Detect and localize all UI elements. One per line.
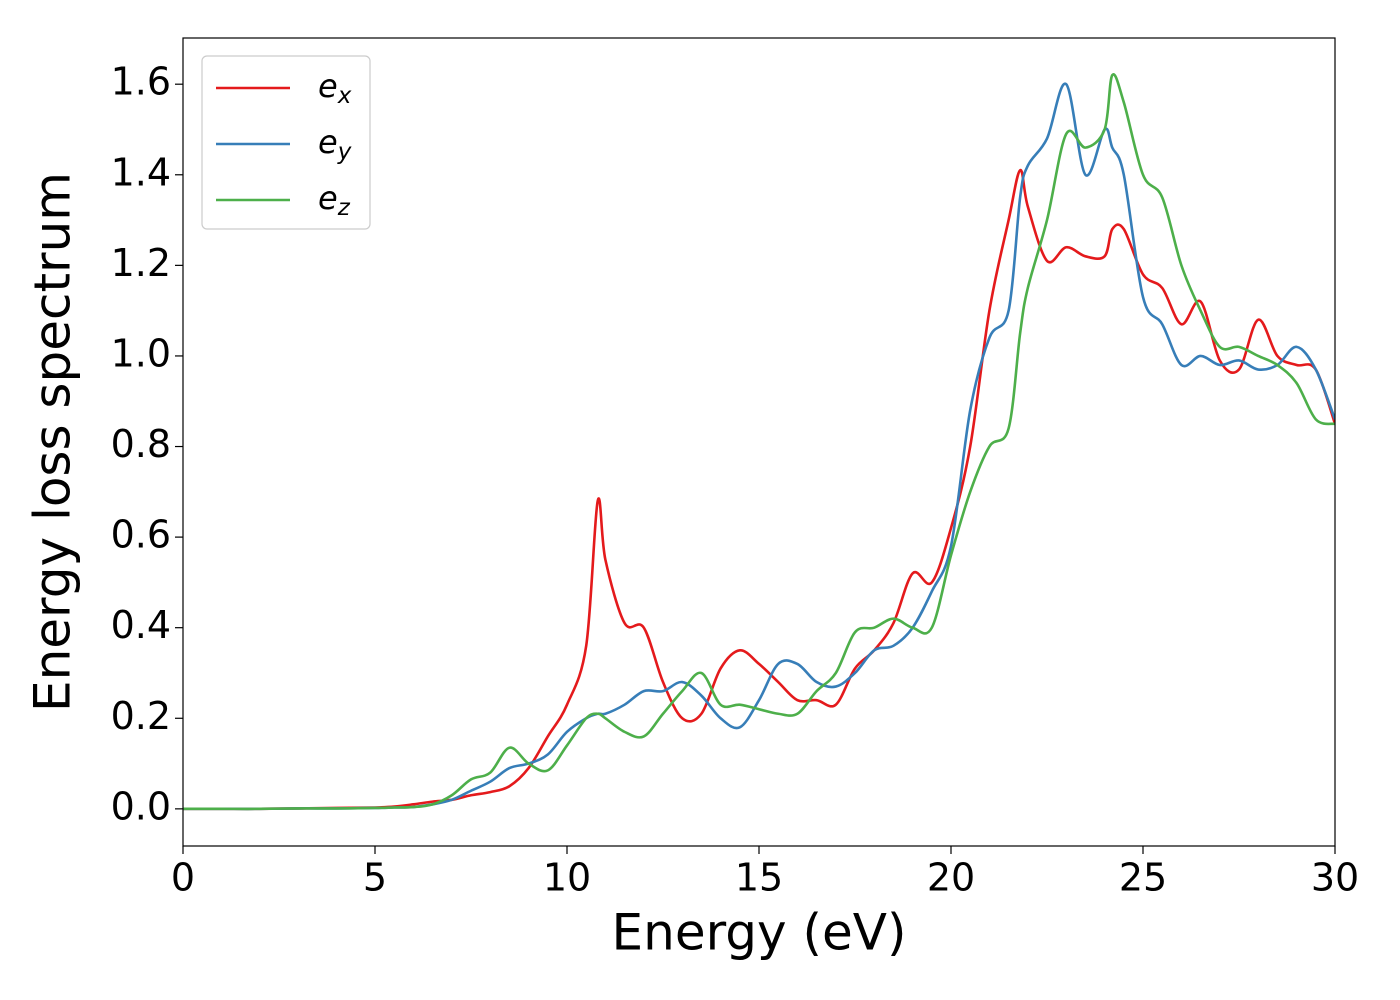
series-line (183, 82, 1335, 811)
x-axis-label: Energy (eV) (612, 904, 907, 962)
legend-label: ey (318, 123, 352, 165)
x-tick-label: 0 (171, 856, 195, 900)
x-tick-label: 15 (735, 856, 783, 900)
x-tick-label: 25 (1119, 856, 1167, 900)
legend-label: ez (318, 179, 351, 221)
y-tick-label: 0.0 (111, 784, 171, 828)
series-line (183, 73, 1335, 811)
x-tick-label: 5 (363, 856, 387, 900)
y-tick-label: 1.6 (111, 60, 171, 104)
y-tick-label: 0.4 (111, 603, 171, 647)
y-tick-label: 0.2 (111, 694, 171, 738)
legend-box (201, 55, 371, 230)
x-tick-label: 10 (543, 856, 591, 900)
x-tick-label: 30 (1311, 856, 1359, 900)
series-line (183, 168, 1335, 811)
y-tick-label: 1.4 (111, 150, 171, 194)
plot-frame (182, 37, 1336, 847)
y-axis-label: Energy loss spectrum (24, 172, 82, 712)
y-tick-label: 0.8 (111, 422, 171, 466)
y-tick-label: 0.6 (111, 513, 171, 557)
y-tick-label: 1.2 (111, 241, 171, 285)
legend-label: ex (318, 67, 352, 109)
y-tick-label: 1.0 (111, 331, 171, 375)
x-tick-label: 20 (927, 856, 975, 900)
